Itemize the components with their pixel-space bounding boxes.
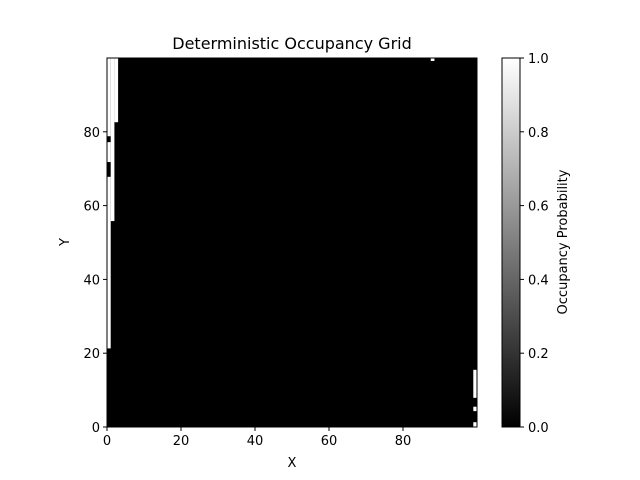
x-axis-label: X xyxy=(288,456,297,471)
x-tick-label: 0 xyxy=(103,434,111,449)
y-tick-label: 0 xyxy=(92,421,100,436)
colorbar-tick-label: 0.4 xyxy=(528,273,549,288)
y-tick-label: 60 xyxy=(83,200,100,215)
colorbar-ticks: 0.0 0.2 0.4 0.6 0.8 1.0 xyxy=(520,52,549,436)
colorbar-tick-label: 0.8 xyxy=(528,126,549,141)
colorbar-label: Occupancy Probability xyxy=(556,169,571,314)
colorbar-tick-label: 1.0 xyxy=(528,52,549,67)
colorbar: 0.0 0.2 0.4 0.6 0.8 1.0 Occupancy Probability xyxy=(501,52,571,436)
colorbar-tick-label: 0.0 xyxy=(528,421,549,436)
occupied-cell-2 xyxy=(107,58,111,137)
occupied-cell-5 xyxy=(430,58,435,61)
heatmap-cells xyxy=(107,58,477,427)
x-tick-label: 80 xyxy=(395,434,412,449)
occupied-cell-7 xyxy=(473,406,477,412)
occupied-cell-0 xyxy=(107,176,111,349)
title-group: Deterministic Occupancy Grid xyxy=(172,34,412,53)
chart-title: Deterministic Occupancy Grid xyxy=(172,34,412,53)
colorbar-tick-label: 0.6 xyxy=(528,200,549,215)
y-axis: 0 20 40 60 80 xyxy=(83,126,107,436)
x-tick-label: 40 xyxy=(247,434,264,449)
x-tick-label: 20 xyxy=(173,434,190,449)
colorbar-gradient xyxy=(501,57,521,428)
occupied-cell-6 xyxy=(473,369,477,398)
occupied-cell-3 xyxy=(110,58,115,222)
x-tick-label: 60 xyxy=(321,434,338,449)
occupied-cell-1 xyxy=(107,142,111,163)
occupied-cell-4 xyxy=(114,58,119,123)
y-tick-label: 40 xyxy=(83,273,100,288)
y-tick-label: 20 xyxy=(83,347,100,362)
occupied-cell-8 xyxy=(473,422,477,427)
plot-frame xyxy=(106,57,478,428)
colorbar-tick-label: 0.2 xyxy=(528,347,549,362)
heatmap-background xyxy=(107,58,477,427)
plot-area xyxy=(106,57,478,428)
x-axis: 0 20 40 60 80 xyxy=(103,427,411,449)
y-tick-label: 80 xyxy=(83,126,100,141)
y-axis-label: Y xyxy=(58,238,73,247)
